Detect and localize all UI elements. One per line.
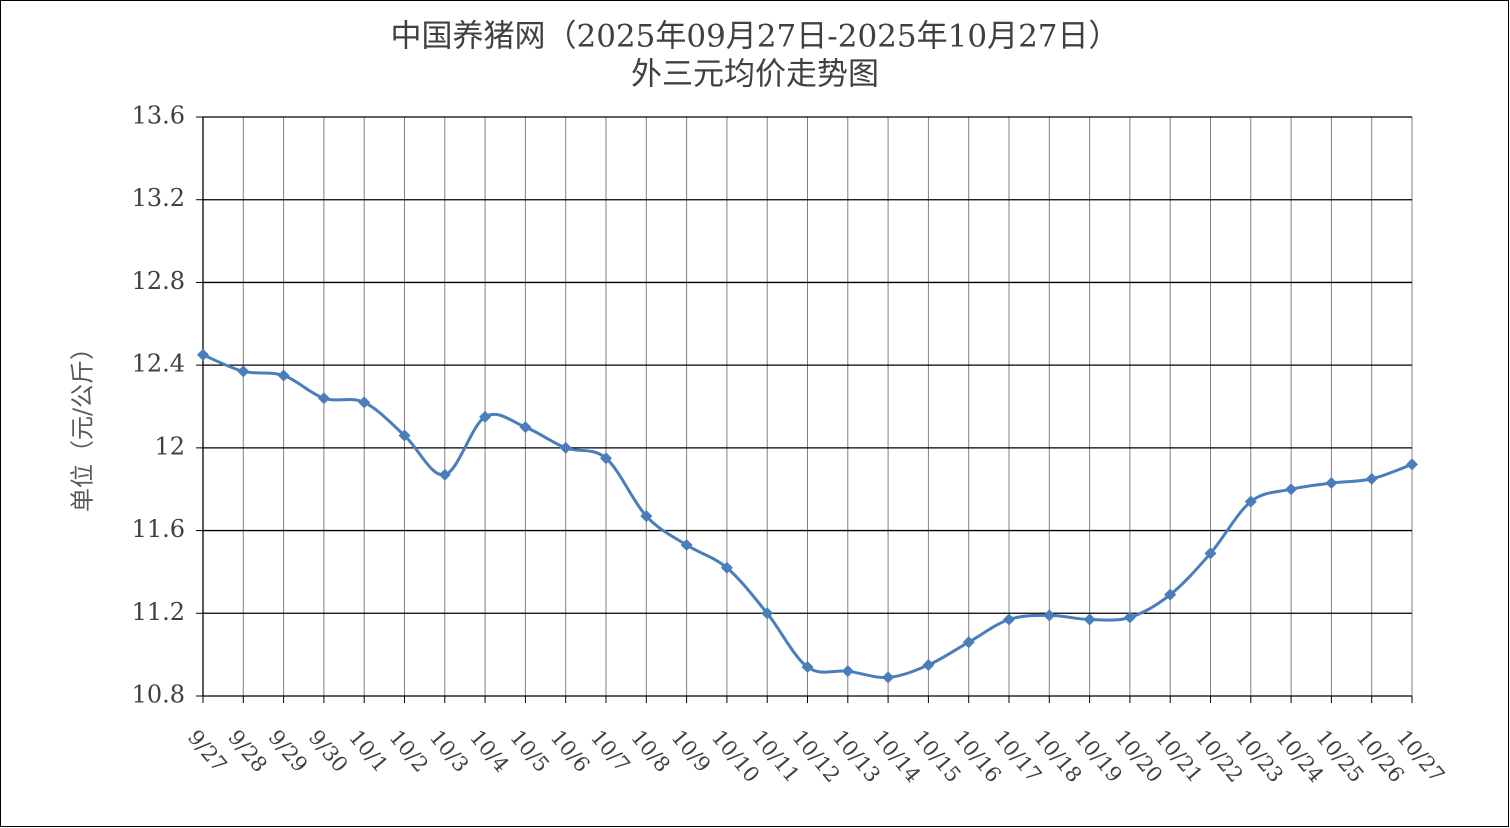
data-point [197,348,209,361]
data-point [882,671,895,684]
data-point [277,369,290,382]
data-point [317,392,330,405]
data-point [962,636,975,649]
y-tick-label: 13.2 [132,184,185,212]
data-point [922,658,935,671]
data-point [801,661,814,674]
data-point [1365,472,1378,485]
y-tick-label: 12.4 [132,350,185,378]
data-point [398,429,411,442]
y-tick-label: 12.8 [132,267,185,295]
data-point [1123,611,1136,624]
y-tick-label: 10.8 [132,681,185,709]
data-point [519,421,532,434]
data-point [358,396,371,409]
data-point [438,468,451,481]
y-axis-label: 单位（元/公斤） [69,336,97,512]
data-point [680,539,693,552]
y-tick-label: 13.6 [132,102,185,130]
y-tick-label: 11.6 [132,515,185,543]
data-point [1406,458,1418,471]
data-point [640,510,653,523]
data-point [559,441,572,454]
chart-title: 中国养猪网（2025年09月27日-2025年10月27日） [390,19,1119,55]
data-point [1325,477,1338,490]
data-point [761,607,774,620]
data-point [1204,547,1217,560]
data-point [1285,483,1298,496]
data-point [841,665,854,678]
chart-subtitle: 外三元均价走势图 [631,57,879,93]
data-point [720,561,733,574]
y-tick-label: 12 [154,432,185,460]
data-point [1043,609,1056,622]
data-point [237,365,250,378]
data-point [1083,613,1096,626]
data-point [1164,588,1177,601]
data-point [1244,495,1257,508]
y-tick-label: 11.2 [132,598,185,626]
data-point [1003,613,1015,626]
data-point [479,410,492,423]
data-point [600,452,612,465]
